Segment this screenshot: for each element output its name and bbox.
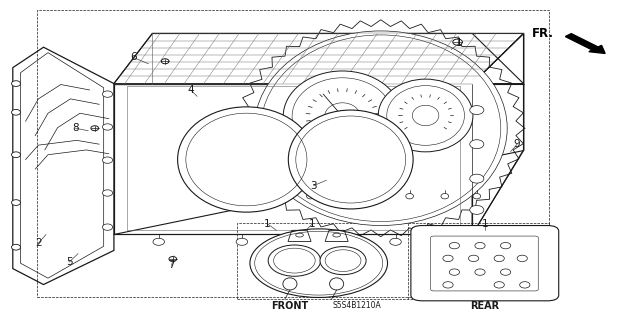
Text: 3: 3 [310,181,317,191]
Ellipse shape [454,238,465,245]
Ellipse shape [453,39,463,45]
Text: FRONT: FRONT [271,300,308,311]
Ellipse shape [339,193,346,199]
Ellipse shape [153,238,164,245]
Ellipse shape [470,106,484,115]
Ellipse shape [320,247,366,275]
Text: 8: 8 [72,123,79,133]
Ellipse shape [12,81,20,86]
Ellipse shape [250,229,388,297]
Text: 9: 9 [514,139,520,149]
Ellipse shape [359,149,409,184]
Ellipse shape [284,71,402,162]
Ellipse shape [307,193,314,199]
Ellipse shape [406,193,413,199]
Ellipse shape [268,245,321,276]
Ellipse shape [161,59,169,64]
Ellipse shape [12,244,20,250]
Ellipse shape [319,238,331,245]
Ellipse shape [283,278,297,290]
Ellipse shape [254,31,507,226]
Ellipse shape [91,126,99,131]
Ellipse shape [12,200,20,205]
Ellipse shape [102,124,113,130]
Ellipse shape [470,205,484,214]
Ellipse shape [102,190,113,196]
Text: 2: 2 [35,238,42,248]
FancyBboxPatch shape [411,226,559,301]
Text: 1: 1 [482,219,488,229]
Ellipse shape [371,193,378,199]
Ellipse shape [12,109,20,115]
Ellipse shape [12,152,20,158]
Text: REAR: REAR [470,300,500,311]
Ellipse shape [102,224,113,230]
Ellipse shape [378,79,473,152]
FancyArrow shape [565,33,605,54]
Text: 4: 4 [188,85,194,95]
Ellipse shape [102,157,113,163]
Text: 6: 6 [130,52,136,63]
Ellipse shape [102,91,113,97]
Text: FR.: FR. [532,27,554,40]
Ellipse shape [169,256,177,262]
Ellipse shape [390,238,401,245]
Text: S5S4B1210A: S5S4B1210A [333,301,381,310]
Ellipse shape [330,278,344,290]
Ellipse shape [236,238,248,245]
Ellipse shape [473,193,481,199]
Text: 1: 1 [456,38,463,48]
Ellipse shape [441,193,449,199]
Ellipse shape [470,140,484,149]
Ellipse shape [289,110,413,209]
Text: 1: 1 [264,219,271,229]
Text: 5: 5 [66,257,72,267]
Ellipse shape [178,107,315,212]
Ellipse shape [470,174,484,183]
Text: 7: 7 [168,260,175,271]
Text: 1: 1 [309,219,316,229]
